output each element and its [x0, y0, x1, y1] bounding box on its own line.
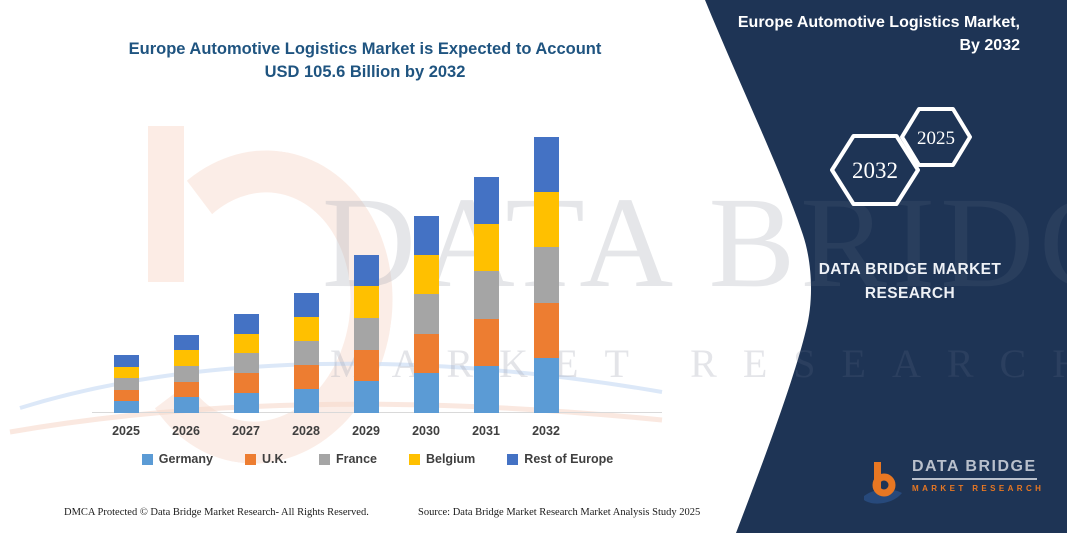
legend-swatch [408, 453, 420, 465]
legend-swatch [507, 453, 519, 465]
bar-segment-germany [113, 401, 139, 413]
panel-brand-text: DATA BRIDGE MARKET RESEARCH [760, 258, 1060, 306]
bar-2032 [533, 136, 559, 413]
bar-2026 [173, 334, 199, 413]
bar-segment-u-k- [473, 318, 499, 366]
legend-swatch [244, 453, 256, 465]
bar-segment-u-k- [533, 302, 559, 358]
chart-title-line1: Europe Automotive Logistics Market is Ex… [128, 40, 602, 58]
hexagon-2032 [830, 134, 920, 206]
bar-segment-france [413, 294, 439, 334]
bar-segment-u-k- [113, 389, 139, 402]
bar-segment-germany [293, 388, 319, 413]
bar-segment-u-k- [353, 349, 379, 382]
bar-2029 [353, 254, 379, 413]
bar-segment-rest-of-europe [413, 215, 439, 256]
bar-segment-belgium [413, 255, 439, 295]
data-bridge-logo-icon [864, 462, 902, 504]
bar-2028 [293, 292, 319, 413]
bar-segment-rest-of-europe [533, 136, 559, 192]
bar-segment-germany [353, 381, 379, 413]
legend-item-rest-of-europe: Rest of Europe [507, 452, 613, 466]
hexagon-2032-label: 2032 [852, 158, 898, 183]
bar-segment-u-k- [293, 364, 319, 389]
logo-name: DATA BRIDGE [912, 458, 1037, 480]
bar-segment-france [473, 271, 499, 319]
bar-segment-u-k- [173, 381, 199, 398]
chart-title: Europe Automotive Logistics Market is Ex… [85, 38, 645, 84]
bar-segment-france [113, 378, 139, 390]
bar-segment-belgium [533, 191, 559, 248]
bar-segment-belgium [173, 350, 199, 366]
panel-watermark-line2: MARKET RESEARCH [700, 341, 1067, 386]
bar-segment-belgium [113, 366, 139, 379]
legend-label: Rest of Europe [524, 452, 614, 466]
bar-segment-rest-of-europe [293, 292, 319, 317]
bar-segment-france [293, 340, 319, 365]
bar-segment-france [353, 317, 379, 350]
x-axis-label-2031: 2031 [472, 424, 500, 438]
x-axis-label-2028: 2028 [292, 424, 320, 438]
bar-segment-germany [413, 373, 439, 413]
bar-segment-belgium [473, 224, 499, 272]
bar-segment-u-k- [233, 373, 259, 394]
legend-item-u-k-: U.K. [244, 452, 287, 466]
x-axis-label-2032: 2032 [532, 424, 560, 438]
legend-label: France [335, 452, 377, 466]
bar-segment-germany [473, 365, 499, 413]
bar-segment-france [233, 353, 259, 374]
bar-segment-rest-of-europe [233, 313, 259, 334]
logo-text: DATA BRIDGE MARKET RESEARCH [912, 458, 1044, 493]
legend-label: Germany [158, 452, 213, 466]
x-axis-label-2030: 2030 [412, 424, 440, 438]
right-panel: DATA BRIDGE MARKET RESEARCH Europe Autom… [700, 0, 1067, 533]
footer-logo: DATA BRIDGE MARKET RESEARCH [862, 458, 1044, 510]
bar-segment-belgium [353, 286, 379, 318]
bar-2027 [233, 313, 259, 413]
bar-segment-france [533, 247, 559, 303]
bar-segment-germany [233, 393, 259, 413]
legend-item-germany: Germany [141, 452, 213, 466]
footer-copyright: DMCA Protected © Data Bridge Market Rese… [64, 507, 369, 518]
stacked-bar-chart: 2025 2026 2027 2028 2029 2030 2031 2032 [92, 136, 662, 438]
bar-segment-u-k- [413, 333, 439, 374]
bar-segment-rest-of-europe [353, 254, 379, 287]
legend: Germany U.K. France Belgium Rest of Europe [90, 452, 665, 466]
legend-item-belgium: Belgium [408, 452, 476, 466]
bar-segment-belgium [233, 333, 259, 354]
bar-segment-rest-of-europe [113, 354, 139, 367]
panel-background-shape [705, 0, 1067, 533]
bar-segment-germany [533, 357, 559, 413]
bar-segment-rest-of-europe [173, 334, 199, 351]
chart-title-line2: USD 105.6 Billion by 2032 [264, 63, 466, 81]
bar-2030 [413, 215, 439, 413]
legend-swatch [318, 453, 330, 465]
panel-brand-line1: DATA BRIDGE MARKET [818, 261, 1002, 278]
bar-2031 [473, 176, 499, 413]
logo-tagline: MARKET RESEARCH [912, 484, 1045, 493]
chart-region: DATA BRIDGE MARKET RESEARCH Europe Autom… [9, 38, 1067, 518]
x-axis-label-2025: 2025 [112, 424, 140, 438]
hexagon-2025-label: 2025 [917, 128, 955, 149]
bar-2025 [113, 354, 139, 413]
legend-item-france: France [318, 452, 377, 466]
legend-label: Belgium [425, 452, 476, 466]
footer-source: Source: Data Bridge Market Research Mark… [418, 507, 701, 518]
legend-swatch [141, 453, 153, 465]
panel-brand-line2: RESEARCH [864, 285, 956, 302]
bar-segment-belgium [293, 316, 319, 341]
x-axis-label-2027: 2027 [232, 424, 260, 438]
x-axis-label-2026: 2026 [172, 424, 200, 438]
bar-segment-germany [173, 397, 199, 413]
bar-segment-france [173, 365, 199, 382]
x-axis-label-2029: 2029 [352, 424, 380, 438]
bar-segment-rest-of-europe [473, 176, 499, 224]
hexagon-2025 [900, 107, 972, 167]
legend-label: U.K. [261, 452, 287, 466]
panel-title: Europe Automotive Logistics Market, By 2… [737, 14, 1020, 54]
watermark-logo-stem [148, 126, 184, 282]
year-hexagons: 2025 2032 [830, 107, 972, 206]
